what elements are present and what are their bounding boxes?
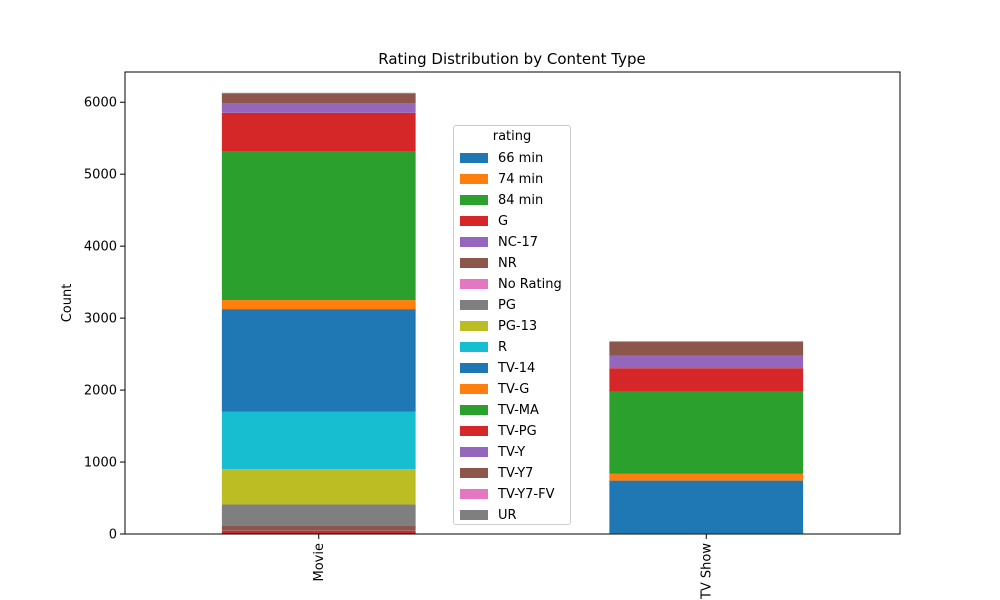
- bar-segment-movie-nr: [221, 525, 416, 531]
- legend-swatch: [460, 300, 488, 310]
- bar-segment-movie-pg-13: [221, 469, 416, 505]
- legend-label: G: [498, 213, 509, 229]
- legend: rating 66 min 74 min 84 min G NC-17 NR No Rati…: [453, 125, 571, 525]
- legend-swatch: [460, 279, 488, 289]
- bar-segment-tv-show-tv-g: [609, 473, 804, 481]
- bar-segment-movie-tv-ma: [221, 151, 416, 301]
- y-tick-label: 4000: [84, 240, 117, 255]
- legend-swatch: [460, 342, 488, 352]
- legend-item: NC-17: [460, 234, 538, 250]
- legend-item: TV-14: [460, 360, 535, 376]
- x-tick-label: TV Show: [699, 543, 714, 600]
- legend-label: TV-G: [498, 381, 530, 397]
- legend-title: rating: [492, 129, 532, 144]
- bar-segment-movie-pg: [221, 504, 416, 526]
- legend-swatch: [460, 258, 488, 268]
- legend-item: NR: [460, 255, 517, 271]
- legend-label: PG: [498, 297, 516, 313]
- legend-item: PG-13: [460, 318, 537, 334]
- legend-swatch: [460, 447, 488, 457]
- legend-swatch: [460, 216, 488, 226]
- legend-item: UR: [460, 507, 517, 523]
- chart-title: Rating Distribution by Content Type: [378, 50, 645, 68]
- legend-label: TV-PG: [498, 423, 537, 439]
- legend-label: R: [498, 339, 508, 355]
- legend-swatch: [460, 405, 488, 415]
- legend-item: TV-G: [460, 381, 529, 397]
- y-tick-label: 5000: [84, 168, 117, 183]
- bar-segment-tv-show-tv-pg: [609, 368, 804, 392]
- bar-segment-movie-tv-y7: [221, 93, 416, 104]
- y-axis-label: Count: [60, 284, 75, 323]
- legend-swatch: [460, 321, 488, 331]
- x-tick-label: Movie: [312, 543, 327, 581]
- legend-item: 74 min: [460, 171, 543, 187]
- legend-swatch: [460, 174, 488, 184]
- legend-label: 74 min: [498, 171, 544, 187]
- legend-item: 66 min: [460, 150, 543, 166]
- legend-label: TV-Y7-FV: [498, 486, 555, 502]
- bar-segment-tv-show-tv-y: [609, 355, 804, 369]
- legend-item: R: [460, 339, 507, 355]
- legend-label: TV-14: [498, 360, 536, 376]
- y-tick-label: 6000: [84, 96, 117, 111]
- legend-swatch: [460, 426, 488, 436]
- legend-item: TV-Y: [460, 444, 525, 460]
- legend-swatch: [460, 195, 488, 205]
- y-tick-label: 2000: [84, 384, 117, 399]
- legend-swatch: [460, 153, 488, 163]
- legend-label: NR: [498, 255, 517, 271]
- legend-item: TV-Y7: [460, 465, 533, 481]
- legend-label: NC-17: [498, 234, 539, 250]
- legend-label: PG-13: [498, 318, 538, 334]
- legend-label: TV-MA: [498, 402, 539, 418]
- bar-segment-tv-show-tv-14: [609, 480, 804, 534]
- legend-swatch: [460, 468, 488, 478]
- legend-label: TV-Y7: [498, 465, 534, 481]
- legend-item: TV-MA: [460, 402, 539, 418]
- legend-swatch: [460, 510, 488, 520]
- legend-label: UR: [498, 507, 517, 523]
- legend-label: No Rating: [498, 276, 562, 292]
- legend-label: 84 min: [498, 192, 544, 208]
- legend-swatch: [460, 384, 488, 394]
- bar-segment-movie-tv-pg: [221, 112, 416, 152]
- axes-group: Movie TV Show 0 1000 2000 3000 4000 5000 6000: [84, 71, 901, 600]
- bars-group: [221, 92, 804, 534]
- bar-segment-movie-r: [221, 411, 416, 470]
- legend-item: TV-PG: [460, 423, 537, 439]
- legend-item: TV-Y7-FV: [460, 486, 555, 502]
- legend-item: No Rating: [460, 276, 562, 292]
- legend-swatch: [460, 489, 488, 499]
- legend-swatch: [460, 363, 488, 373]
- legend-item: PG: [460, 297, 516, 313]
- legend-label: 66 min: [498, 150, 544, 166]
- bar-segment-tv-show-tv-y7: [609, 341, 804, 356]
- bar-segment-tv-show-tv-ma: [609, 391, 804, 474]
- bar-segment-movie-tv-14: [221, 309, 416, 412]
- y-tick-label: 0: [109, 528, 117, 543]
- bar-segment-movie-g: [221, 530, 416, 534]
- bar-segment-movie-tv-y: [221, 103, 416, 113]
- legend-label: TV-Y: [498, 444, 526, 460]
- plot-frame: [124, 71, 901, 535]
- legend-item: G: [460, 213, 508, 229]
- bar-segment-movie-tv-g: [221, 300, 416, 310]
- legend-item: 84 min: [460, 192, 543, 208]
- y-tick-label: 1000: [84, 456, 117, 471]
- y-tick-label: 3000: [84, 312, 117, 327]
- legend-swatch: [460, 237, 488, 247]
